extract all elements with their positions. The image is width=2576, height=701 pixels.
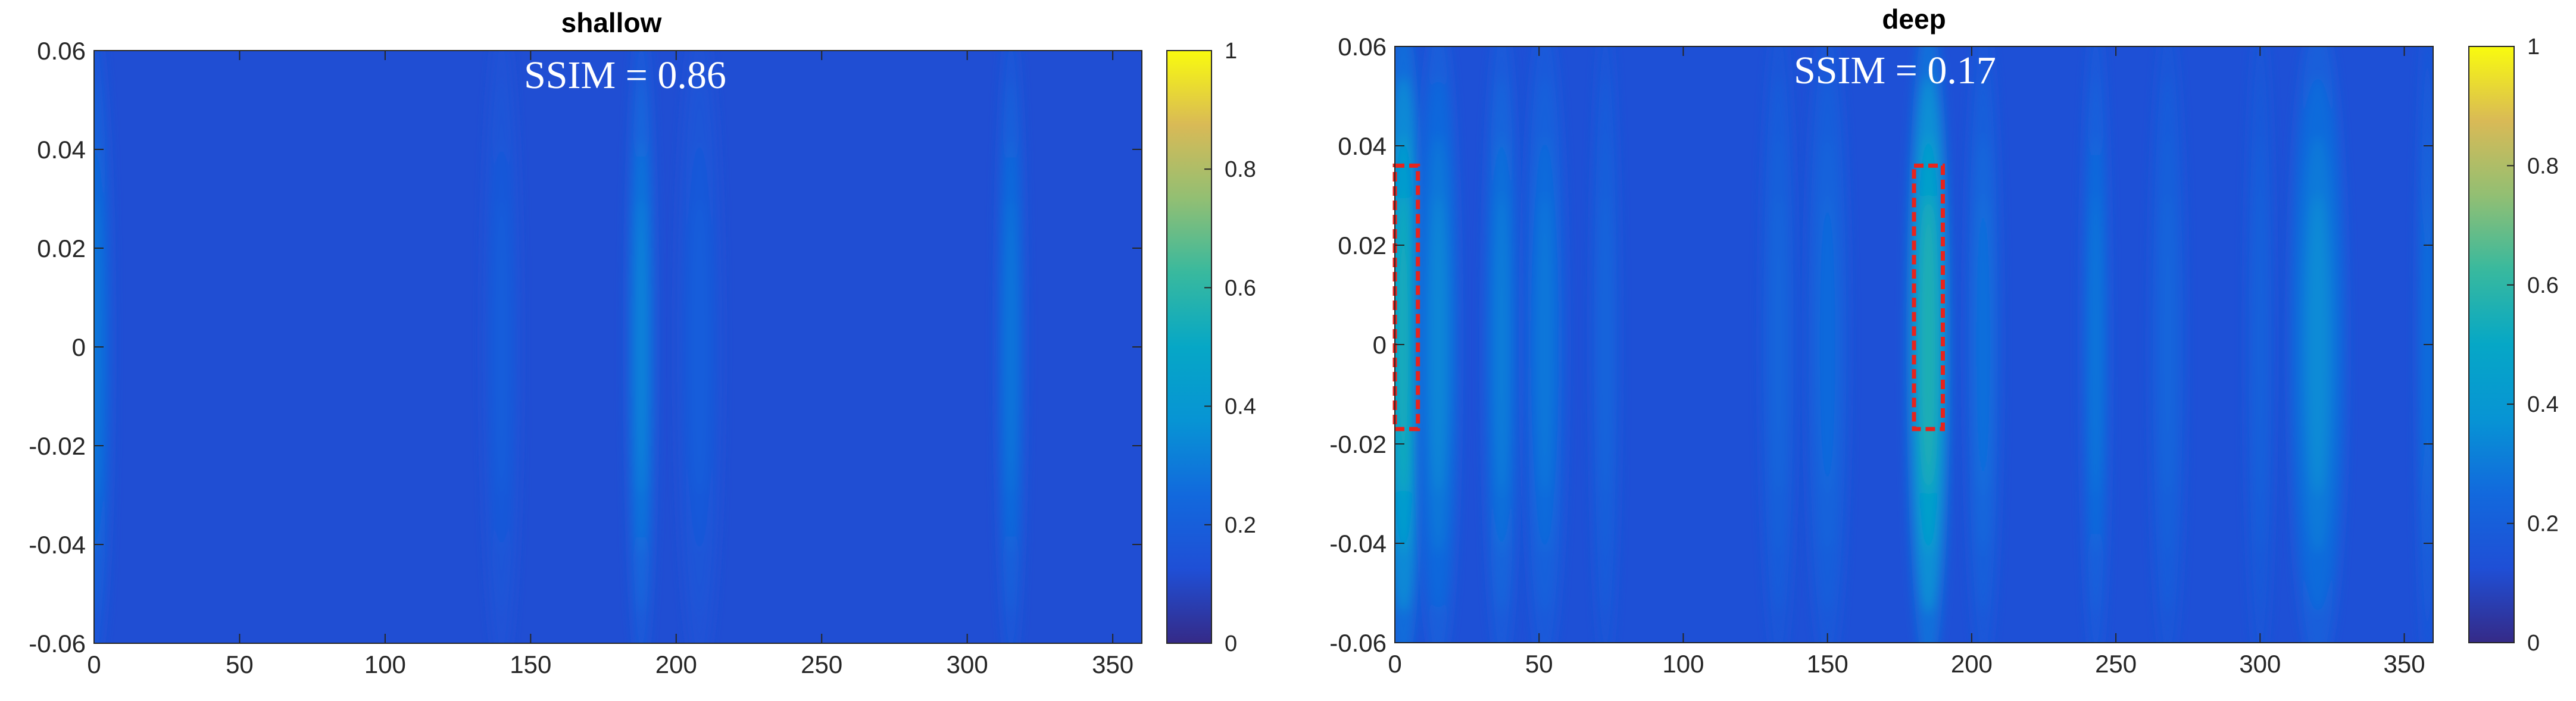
colorbar-frame	[1166, 50, 1212, 644]
y-tick-label: 0.02	[1338, 231, 1387, 259]
plot-area	[94, 51, 1142, 643]
ssim-annotation: SSIM = 0.17	[1794, 49, 1996, 92]
chart-title: shallow	[561, 7, 662, 38]
heatmap-image	[1395, 46, 2433, 643]
heatmap-column	[1804, 46, 1850, 643]
colorbar: 0 0.2 0.4 0.6 0.8 1	[2468, 35, 2559, 656]
colorbar-tick-label: 0.6	[1225, 276, 1256, 301]
heatmap-cell	[1921, 195, 1937, 494]
colorbar-tick-label: 1	[2527, 35, 2540, 60]
colorbar-tick-label: 0.6	[2527, 273, 2559, 298]
colorbar-tick-label: 0.4	[2527, 392, 2559, 417]
x-tick-label: 0	[1388, 650, 1401, 678]
plot-area	[1392, 46, 2433, 643]
y-tick-label: 0.06	[1338, 33, 1387, 61]
heatmap-panel-shallow: shallow SSIM = 0.86 0 50 100 150 200 250 300 35…	[29, 7, 1256, 678]
heatmap-column	[1964, 46, 2002, 643]
heatmap-column	[2245, 46, 2275, 643]
x-tick-label: 350	[1092, 650, 1134, 678]
heatmap-column	[2287, 46, 2348, 643]
x-tick-label: 250	[2095, 650, 2137, 678]
heatmap-cell	[1006, 199, 1016, 495]
colorbar-tick-label: 0.4	[1225, 395, 1256, 420]
axes: 0 50 100 150 200 250 300 350 0.06 0.04 0.02 0 -0.02 -…	[1329, 33, 2434, 678]
heatmap-column	[1415, 46, 1461, 643]
x-tick-label: 350	[2384, 650, 2425, 678]
y-tick-label: 0	[1373, 331, 1387, 359]
heatmap-column	[1906, 46, 1951, 643]
heatmap-cell	[1977, 195, 1990, 494]
y-tick-label: -0.02	[29, 432, 86, 460]
colorbar-tick-label: 0.2	[1225, 513, 1256, 538]
y-tick-label: 0.04	[37, 136, 86, 164]
heatmap-cell	[1537, 195, 1553, 494]
y-tick-label: -0.06	[29, 630, 86, 658]
heatmap-background	[94, 51, 1142, 643]
heatmap-column	[2081, 46, 2111, 643]
x-tick-label: 0	[87, 650, 101, 678]
heatmap-cell	[2161, 195, 2175, 494]
x-tick-label: 150	[1807, 650, 1849, 678]
heatmap-column	[1522, 46, 1568, 643]
colorbar: 0 0.2 0.4 0.6 0.8 1	[1166, 39, 1256, 656]
heatmap-column	[2416, 46, 2433, 643]
x-tick-label: 200	[1951, 650, 1993, 678]
x-tick-label: 50	[226, 650, 254, 678]
y-tick-label: -0.04	[29, 531, 86, 559]
x-tick-label: 250	[801, 650, 842, 678]
heatmap-column	[1590, 46, 1620, 643]
heatmap-column	[1482, 46, 1520, 643]
x-tick-label: 50	[1525, 650, 1553, 678]
heatmap-cell	[495, 199, 508, 495]
heatmap-cell	[1495, 195, 1509, 494]
y-tick-label: 0.04	[1338, 132, 1387, 160]
chart-title: deep	[1882, 4, 1946, 35]
heatmap-cell	[1430, 195, 1446, 494]
y-tick-label: 0.02	[37, 234, 86, 262]
highlight-box	[1912, 163, 1945, 431]
axes: 0 50 100 150 200 250 300 350 0.06 0.04 0.02 0 -0.02 -…	[29, 37, 1142, 678]
heatmap-column	[995, 51, 1026, 643]
heatmap-cell	[636, 199, 647, 495]
heatmap-cell	[691, 199, 708, 495]
y-tick-label: 0	[72, 333, 86, 361]
heatmap-column	[2149, 46, 2187, 643]
colorbar-tick-label: 0.8	[2527, 154, 2559, 179]
y-tick-label: 0.06	[37, 37, 86, 65]
heatmap-image	[94, 51, 1142, 643]
colorbar-gradient	[1167, 51, 1211, 643]
heatmap-cell	[1819, 195, 1835, 494]
heatmap-cell	[1600, 195, 1611, 494]
y-tick-label: -0.06	[1329, 629, 1387, 657]
x-tick-label: 300	[2239, 650, 2281, 678]
colorbar-tick-label: 1	[1225, 39, 1237, 64]
x-tick-label: 200	[655, 650, 697, 678]
x-tick-label: 100	[1662, 650, 1704, 678]
heatmap-cell	[2307, 195, 2328, 494]
colorbar-tick-label: 0.2	[2527, 512, 2559, 537]
colorbar-tick-label: 0.8	[1225, 157, 1256, 182]
y-tick-label: -0.04	[1329, 530, 1387, 558]
x-tick-label: 150	[510, 650, 551, 678]
colorbar-tick-label: 0	[1225, 631, 1237, 656]
heatmap-column	[482, 51, 521, 643]
heatmap-panel-deep: deep SSIM = 0.17 0 50 100 150 200 250 300 3500.…	[1329, 4, 2559, 678]
ssim-annotation: SSIM = 0.86	[524, 54, 726, 97]
y-tick-label: -0.02	[1329, 430, 1387, 458]
colorbar-frame	[2468, 46, 2515, 643]
heatmap-cell	[2090, 195, 2101, 494]
heatmap-cell	[1772, 195, 1785, 494]
heatmap-column	[676, 51, 723, 643]
heatmap-column	[626, 51, 657, 643]
heatmap-column	[1759, 46, 1797, 643]
colorbar-gradient	[2469, 46, 2514, 643]
heatmap-cell	[2255, 195, 2266, 494]
x-tick-label: 100	[364, 650, 406, 678]
colorbar-tick-label: 0	[2527, 631, 2540, 656]
x-tick-label: 300	[947, 650, 988, 678]
